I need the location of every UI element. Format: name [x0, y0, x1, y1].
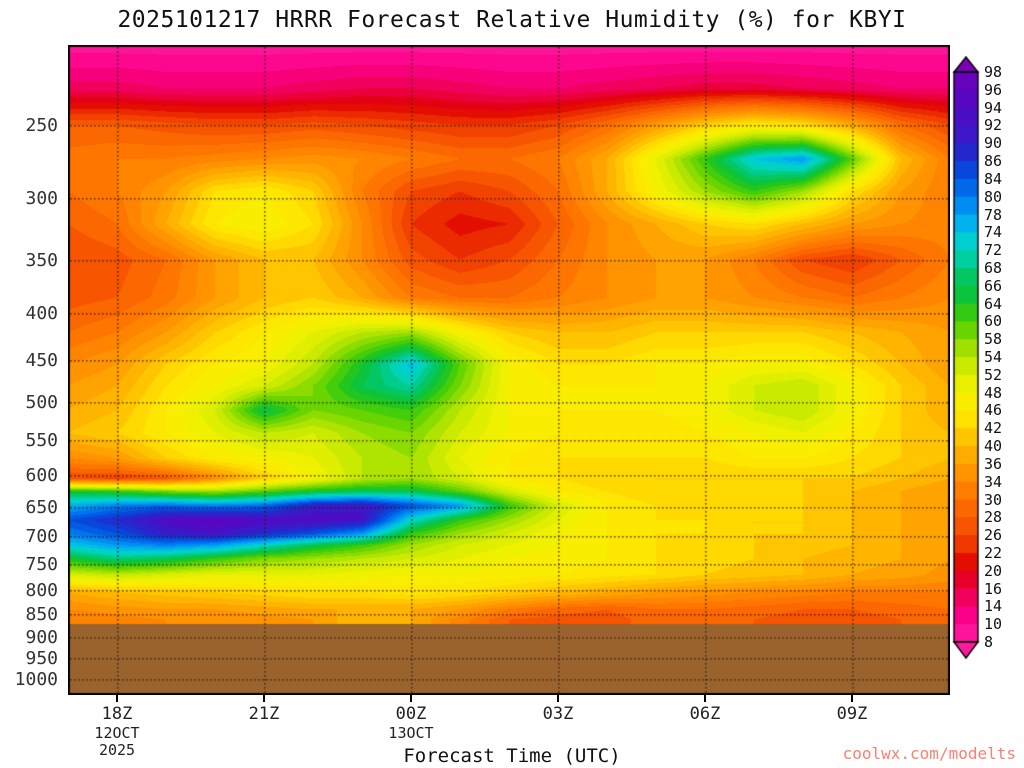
- pressure-tick-label: 300: [25, 188, 58, 210]
- colorbar-tick-label: 26: [984, 526, 1003, 545]
- colorbar-tick-label: 52: [984, 365, 1003, 384]
- x-axis-tick-mark: [116, 695, 118, 702]
- date-label-13oct: 13OCT: [388, 724, 434, 742]
- colorbar-tick-label: 10: [984, 615, 1003, 634]
- pressure-tick-label: 850: [25, 604, 58, 626]
- colorbar-tick-label: 8: [984, 633, 994, 651]
- colorbar-tick-label: 92: [984, 116, 1003, 135]
- x-axis-tick-mark: [557, 695, 559, 702]
- colorbar-tick-label: 40: [984, 437, 1003, 456]
- pressure-tick-label: 600: [25, 464, 58, 486]
- time-tick-label: 00Z: [395, 704, 427, 724]
- time-tick-label: 03Z: [542, 704, 574, 724]
- colorbar-tick-label: 74: [984, 223, 1003, 242]
- pressure-axis: 250 300 350 400 450 500 550 600 650 700 750 800 850 9…: [0, 45, 63, 695]
- date-label-year: 2025: [98, 741, 136, 759]
- colorbar-tick-label: 54: [984, 348, 1003, 366]
- pressure-tick-label: 750: [25, 554, 58, 576]
- colorbar-tick-label: 94: [984, 98, 1003, 117]
- colorbar-tick-label: 14: [984, 597, 1003, 616]
- colorbar-tick-label: 68: [984, 258, 1003, 277]
- x-axis-tick-mark: [410, 695, 412, 702]
- x-axis-title: Forecast Time (UTC): [403, 745, 621, 767]
- watermark-text: coolwx.com/modelts: [842, 744, 1016, 763]
- x-axis-tick-mark: [263, 695, 265, 702]
- pressure-tick-label: 1000: [14, 668, 58, 690]
- colorbar-tick-label: 98: [984, 63, 1003, 81]
- colorbar-tick-label: 96: [984, 80, 1003, 99]
- time-tick-label: 21Z: [248, 704, 280, 724]
- colorbar-tick-label: 78: [984, 205, 1003, 224]
- pressure-tick-label: 800: [25, 579, 58, 601]
- pressure-tick-label: 950: [25, 648, 58, 670]
- colorbar-tick-label: 30: [984, 490, 1003, 509]
- pressure-tick-label: 650: [25, 496, 58, 518]
- pressure-tick-label: 250: [25, 115, 58, 137]
- x-axis-tick-mark: [851, 695, 853, 702]
- colorbar-tick-label: 28: [984, 508, 1003, 527]
- colorbar-tick-label: 60: [984, 312, 1003, 331]
- colorbar-tick-label: 34: [984, 472, 1003, 491]
- colorbar-tick-label: 90: [984, 134, 1003, 153]
- chart-title: 2025101217 HRRR Forecast Relative Humidi…: [117, 7, 907, 33]
- x-axis-tick-mark: [704, 695, 706, 702]
- colorbar-tick-label: 46: [984, 401, 1003, 420]
- colorbar-tick-label: 36: [984, 454, 1003, 473]
- date-label-12oct: 12OCT: [94, 724, 140, 742]
- pressure-tick-label: 350: [25, 249, 58, 271]
- colorbar-tick-label: 48: [984, 383, 1003, 402]
- pressure-tick-label: 450: [25, 350, 58, 371]
- colorbar-tick-label: 42: [984, 419, 1003, 438]
- colorbar-labels: 98 96 94 92 90 86 84 80 78 74 72 68 66 64 60 58 54 52 48 46…: [984, 56, 1022, 660]
- colorbar-tick-label: 72: [984, 241, 1003, 260]
- pressure-tick-label: 700: [25, 526, 58, 548]
- pressure-tick-label: 900: [25, 626, 58, 648]
- colorbar-tick-label: 86: [984, 152, 1003, 171]
- pressure-tick-label: 500: [25, 392, 58, 414]
- colorbar-tick-label: 80: [984, 187, 1003, 206]
- colorbar: [952, 56, 982, 660]
- time-axis: 18Z 21Z 00Z 03Z 06Z 09Z: [0, 695, 1024, 735]
- colorbar-tick-label: 64: [984, 294, 1003, 313]
- colorbar-tick-label: 16: [984, 579, 1003, 598]
- colorbar-tick-label: 84: [984, 169, 1003, 188]
- time-tick-label: 06Z: [689, 704, 721, 724]
- rh-heatmap-canvas: [68, 45, 950, 695]
- colorbar-tick-label: 58: [984, 330, 1003, 349]
- colorbar-tick-label: 20: [984, 561, 1003, 580]
- pressure-tick-label: 400: [25, 302, 58, 324]
- colorbar-tick-label: 22: [984, 543, 1003, 562]
- time-tick-label: 09Z: [836, 704, 868, 724]
- time-tick-label: 18Z: [101, 704, 133, 724]
- pressure-tick-label: 550: [25, 430, 58, 452]
- colorbar-tick-label: 66: [984, 276, 1003, 295]
